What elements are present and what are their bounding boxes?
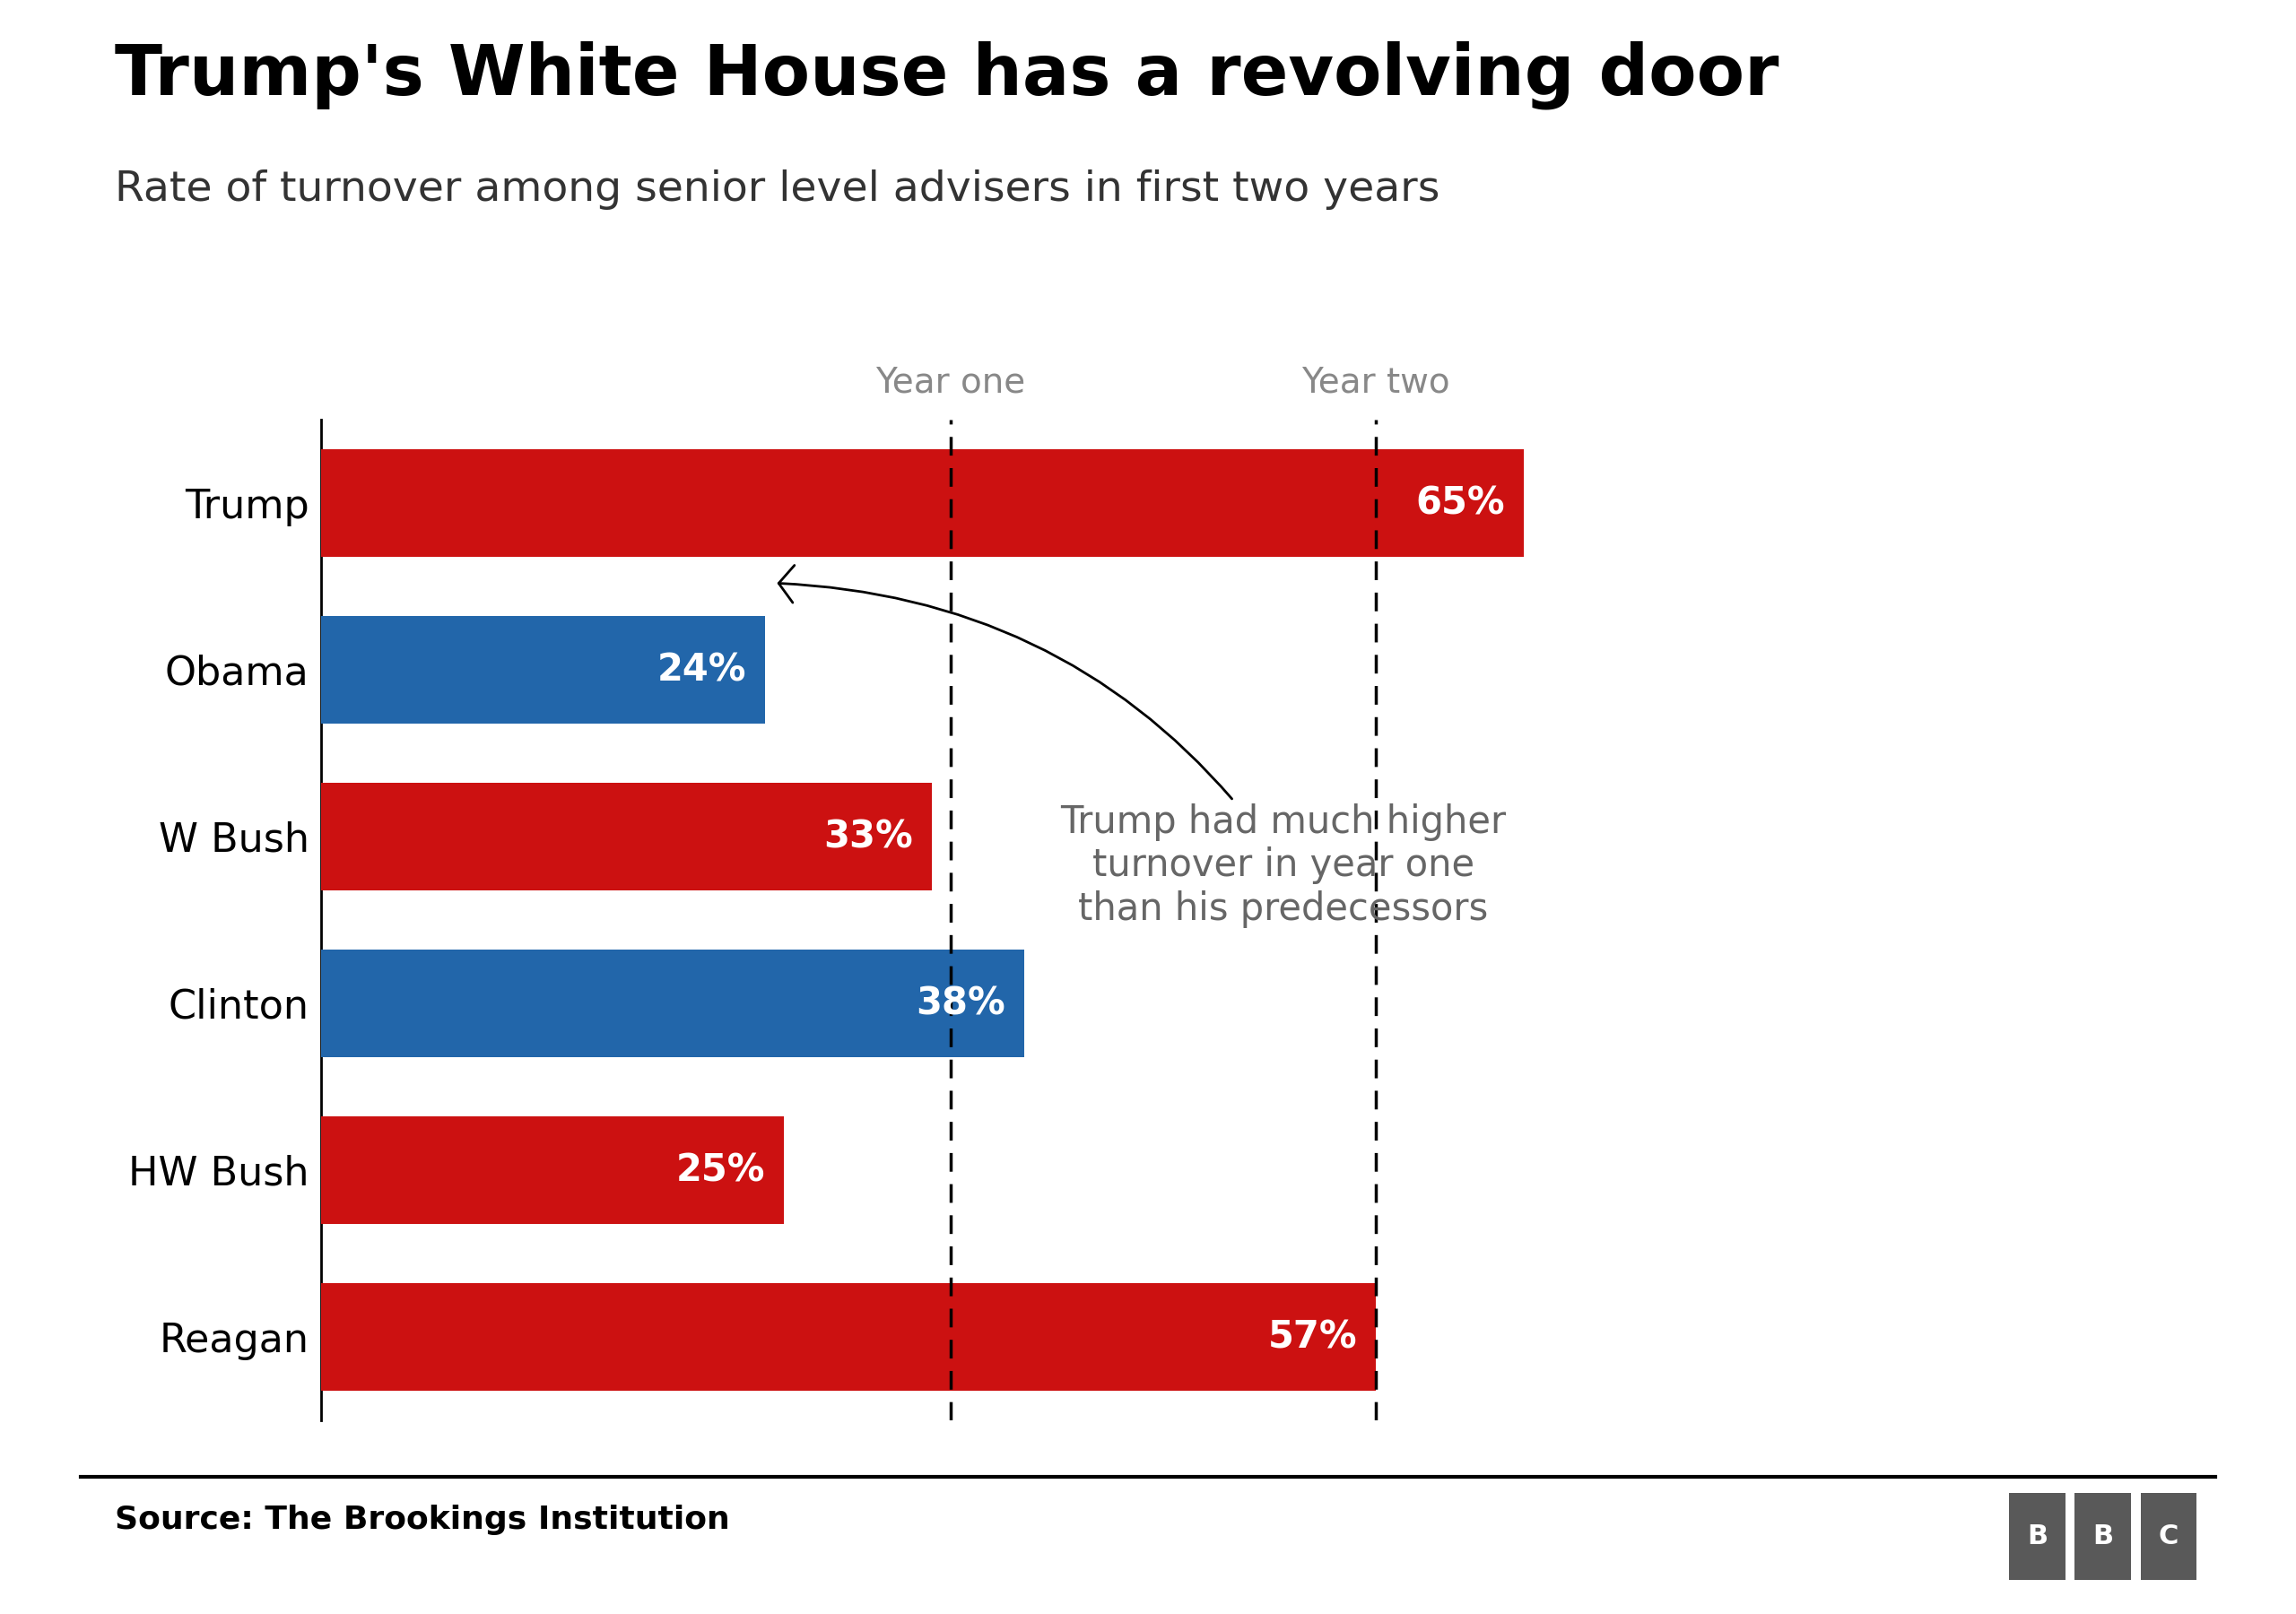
Text: C: C: [2158, 1524, 2179, 1549]
Bar: [321, 615, 765, 725]
Bar: [2140, 1493, 2197, 1580]
Text: 38%: 38%: [916, 985, 1006, 1022]
Bar: [2009, 1493, 2066, 1580]
Text: 65%: 65%: [1417, 484, 1506, 521]
Text: 24%: 24%: [657, 650, 746, 689]
Text: Source: The Brookings Institution: Source: The Brookings Institution: [115, 1504, 730, 1535]
Bar: [321, 1283, 1375, 1391]
Text: 57%: 57%: [1267, 1319, 1357, 1356]
Bar: [2076, 1493, 2131, 1580]
Text: Trump's White House has a revolving door: Trump's White House has a revolving door: [115, 40, 1779, 110]
Bar: [321, 783, 932, 891]
Text: B: B: [2027, 1524, 2048, 1549]
Text: Year two: Year two: [1302, 365, 1451, 400]
Text: B: B: [2092, 1524, 2112, 1549]
Bar: [321, 1115, 783, 1225]
Text: Year one: Year one: [875, 365, 1026, 400]
Text: 33%: 33%: [824, 818, 914, 855]
Text: Rate of turnover among senior level advisers in first two years: Rate of turnover among senior level advi…: [115, 169, 1440, 210]
Text: Trump had much higher
turnover in year one
than his predecessors: Trump had much higher turnover in year o…: [778, 565, 1506, 928]
Text: 25%: 25%: [675, 1151, 765, 1190]
Bar: [321, 449, 1525, 557]
Bar: [321, 949, 1024, 1057]
